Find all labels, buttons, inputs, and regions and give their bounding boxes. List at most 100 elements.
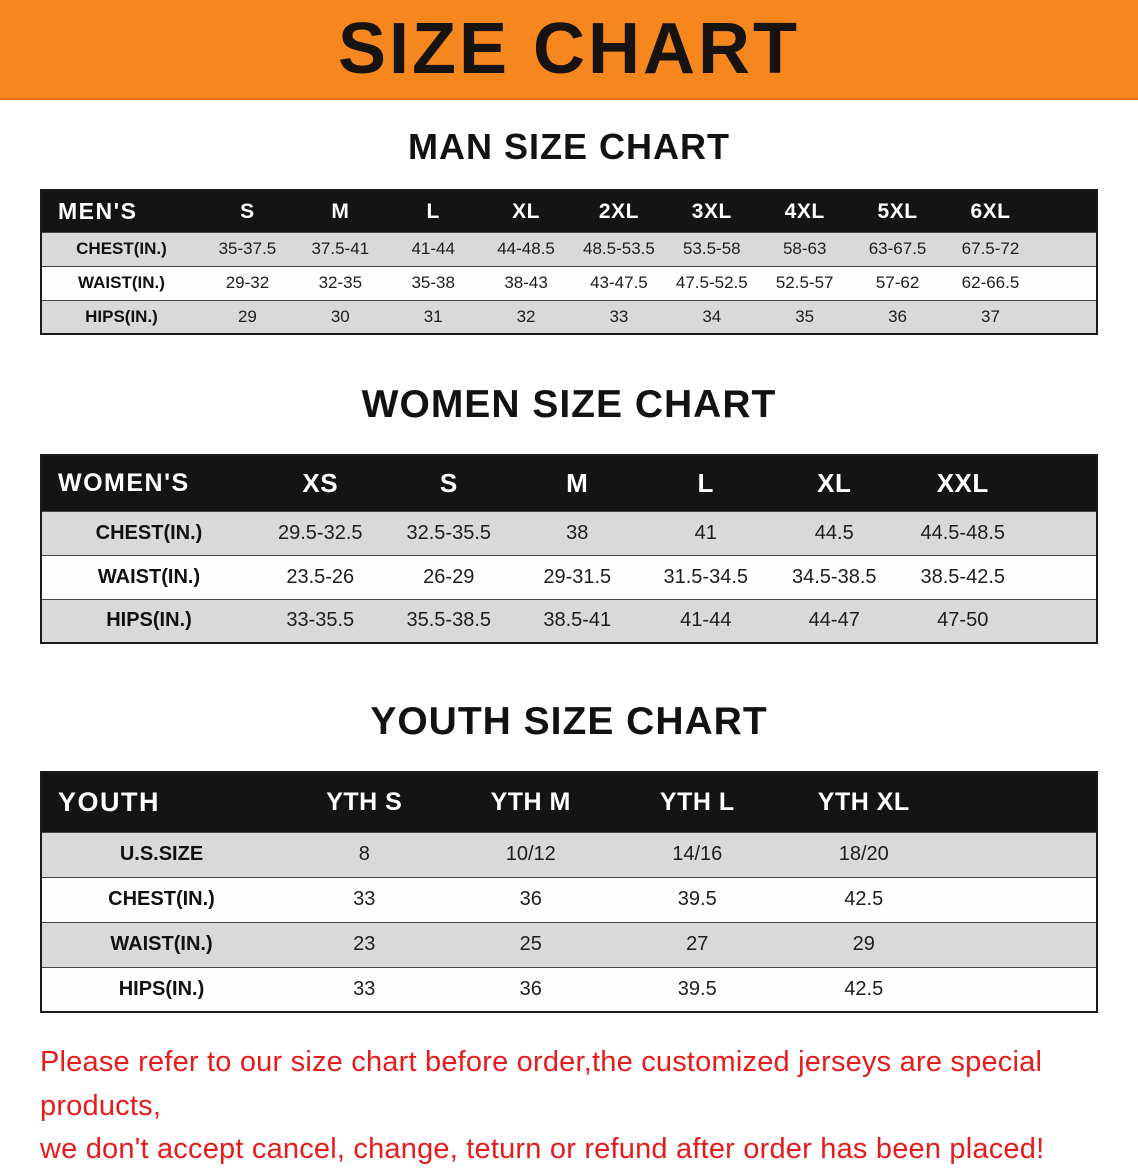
- measurement-row-label: WAIST(IN.): [110, 933, 213, 956]
- measurement-row: WAIST(IN.) 23 25 27 29: [41, 922, 1097, 968]
- size-value-cell: 63-67.5: [868, 239, 927, 259]
- size-value-cell: 41: [694, 521, 717, 544]
- size-value-cell: 35: [795, 307, 815, 327]
- youth-size-heading: YOUTH SIZE CHART: [370, 700, 768, 744]
- size-value-cell: 35-37.5: [218, 239, 277, 259]
- size-value-cell: 37.5-41: [311, 239, 370, 259]
- size-column-header: YTH L: [614, 772, 781, 833]
- size-value-cell: 33: [353, 977, 376, 1000]
- banner-title: SIZE CHART: [338, 9, 800, 89]
- measurement-row-label: CHEST(IN.): [108, 888, 215, 911]
- measurement-row: CHEST(IN.) 35-37.5 37.5-41 41-44 44-48.5 48.5…: [41, 232, 1097, 267]
- size-value-cell: 47.5-52.5: [675, 273, 748, 293]
- footer-note-line1: Please refer to our size chart before or…: [40, 1046, 1043, 1122]
- size-column-header: XL: [770, 455, 899, 512]
- size-value-cell: 67.5-72: [961, 239, 1020, 259]
- size-value-cell: 29.5-32.5: [277, 521, 363, 544]
- spacer-cell: [947, 832, 1097, 877]
- size-value-cell: 47-50: [937, 609, 989, 632]
- measurement-row-label: U.S.SIZE: [119, 843, 204, 866]
- size-value-cell: 38: [566, 521, 589, 544]
- size-column-header: 4XL: [758, 190, 852, 233]
- size-column-header: L: [386, 190, 480, 233]
- spacer-cell: [1037, 300, 1097, 334]
- size-value-cell: 14/16: [672, 843, 723, 866]
- size-column-header: 2XL: [572, 190, 666, 233]
- spacer-cell: [1037, 266, 1097, 300]
- size-value-cell: 32-35: [318, 273, 363, 293]
- measurement-row: CHEST(IN.) 29.5-32.5 32.5-35.5 38 41 44.5 44.5…: [41, 511, 1097, 556]
- measurement-row: HIPS(IN.) 29 30 31 32 33 34 35 36 37: [41, 300, 1097, 335]
- spacer-cell: [1027, 599, 1097, 643]
- size-value-cell: 32.5-35.5: [406, 521, 491, 544]
- measurement-row-label: HIPS(IN.): [118, 977, 205, 1000]
- size-column-header: L: [641, 455, 770, 512]
- size-column-header: YTH S: [281, 772, 448, 833]
- size-value-cell: 30: [330, 307, 350, 327]
- size-value-cell: 33-35.5: [286, 609, 355, 632]
- size-value-cell: 36: [519, 888, 542, 911]
- size-value-cell: 32: [516, 307, 536, 327]
- size-header-row: MEN'S S M L XL 2XL 3XL 4XL 5XL 6XL: [41, 190, 1097, 233]
- size-column-header: M: [293, 190, 387, 233]
- size-value-cell: 38-43: [504, 273, 548, 293]
- size-value-cell: 44.5: [814, 521, 854, 544]
- size-value-cell: 31.5-34.5: [663, 565, 748, 588]
- size-header-row: WOMEN'S XS S M L XL XXL: [41, 455, 1097, 512]
- size-value-cell: 29-31.5: [543, 565, 612, 588]
- measurement-row-label: CHEST(IN.): [76, 239, 167, 259]
- size-value-cell: 25: [519, 933, 542, 956]
- size-value-cell: 42.5: [844, 888, 884, 911]
- size-value-cell: 34.5-38.5: [791, 565, 877, 588]
- size-column-header: M: [513, 455, 642, 512]
- measurement-row: HIPS(IN.) 33 36 39.5 42.5: [41, 967, 1097, 1013]
- measurement-row-label: HIPS(IN.): [106, 609, 192, 632]
- women-size-section: WOMEN SIZE CHART WOMEN'S XS S M L XL XXL CHEST(…: [0, 383, 1138, 645]
- size-value-cell: 29: [237, 307, 257, 327]
- measurement-row: HIPS(IN.) 33-35.5 35.5-38.5 38.5-41 41-44 44-…: [41, 599, 1097, 644]
- size-value-cell: 38.5-41: [543, 609, 612, 632]
- size-column-header: XL: [479, 190, 573, 233]
- size-column-header: XS: [256, 455, 385, 512]
- women-size-table: WOMEN'S XS S M L XL XXL CHEST(IN.) 29.5-32.5 32.5…: [40, 454, 1098, 645]
- spacer-cell: [1037, 232, 1097, 266]
- size-value-cell: 33: [353, 888, 376, 911]
- footer-note: Please refer to our size chart before or…: [40, 1041, 1100, 1172]
- size-value-cell: 26-29: [423, 565, 475, 588]
- size-value-cell: 27: [686, 933, 709, 956]
- size-value-cell: 39.5: [677, 977, 717, 1000]
- women-size-heading: WOMEN SIZE CHART: [361, 383, 777, 427]
- measurement-row-label: WAIST(IN.): [78, 273, 165, 293]
- size-column-header: S: [384, 455, 513, 512]
- size-value-cell: 8: [358, 843, 370, 866]
- size-value-cell: 62-66.5: [961, 273, 1020, 293]
- size-value-cell: 39.5: [677, 888, 717, 911]
- spacer-cell: [1027, 555, 1097, 599]
- size-value-cell: 44-48.5: [497, 239, 555, 259]
- size-header-row: YOUTH YTH S YTH M YTH L YTH XL: [41, 772, 1097, 833]
- size-value-cell: 57-62: [875, 273, 920, 293]
- spacer-cell: [947, 772, 1097, 833]
- size-value-cell: 29-32: [225, 273, 270, 293]
- spacer-cell: [1027, 511, 1097, 555]
- size-column-header: 6XL: [944, 190, 1037, 233]
- size-value-cell: 33: [609, 307, 629, 327]
- spacer-cell: [947, 922, 1097, 967]
- size-value-cell: 36: [519, 977, 542, 1000]
- size-value-cell: 43-47.5: [590, 273, 648, 293]
- men-size-table: MEN'S S M L XL 2XL 3XL 4XL 5XL 6XL CHEST(IN.) 35-37…: [40, 189, 1098, 336]
- size-column-header: YTH XL: [780, 772, 947, 833]
- size-value-cell: 18/20: [838, 843, 889, 866]
- size-chart-banner: SIZE CHART: [0, 0, 1138, 100]
- size-value-cell: 10/12: [505, 843, 556, 866]
- measurement-row-label: CHEST(IN.): [95, 521, 203, 544]
- size-column-header: 5XL: [851, 190, 944, 233]
- size-value-cell: 34: [702, 307, 722, 327]
- size-column-header: XXL: [898, 455, 1027, 512]
- spacer-cell: [947, 877, 1097, 922]
- size-value-cell: 23.5-26: [286, 565, 355, 588]
- size-column-header: S: [201, 190, 294, 233]
- youth-size-section: YOUTH SIZE CHART YOUTH YTH S YTH M YTH L YTH…: [0, 700, 1138, 1014]
- size-value-cell: 52.5-57: [775, 273, 834, 293]
- size-value-cell: 48.5-53.5: [583, 239, 655, 259]
